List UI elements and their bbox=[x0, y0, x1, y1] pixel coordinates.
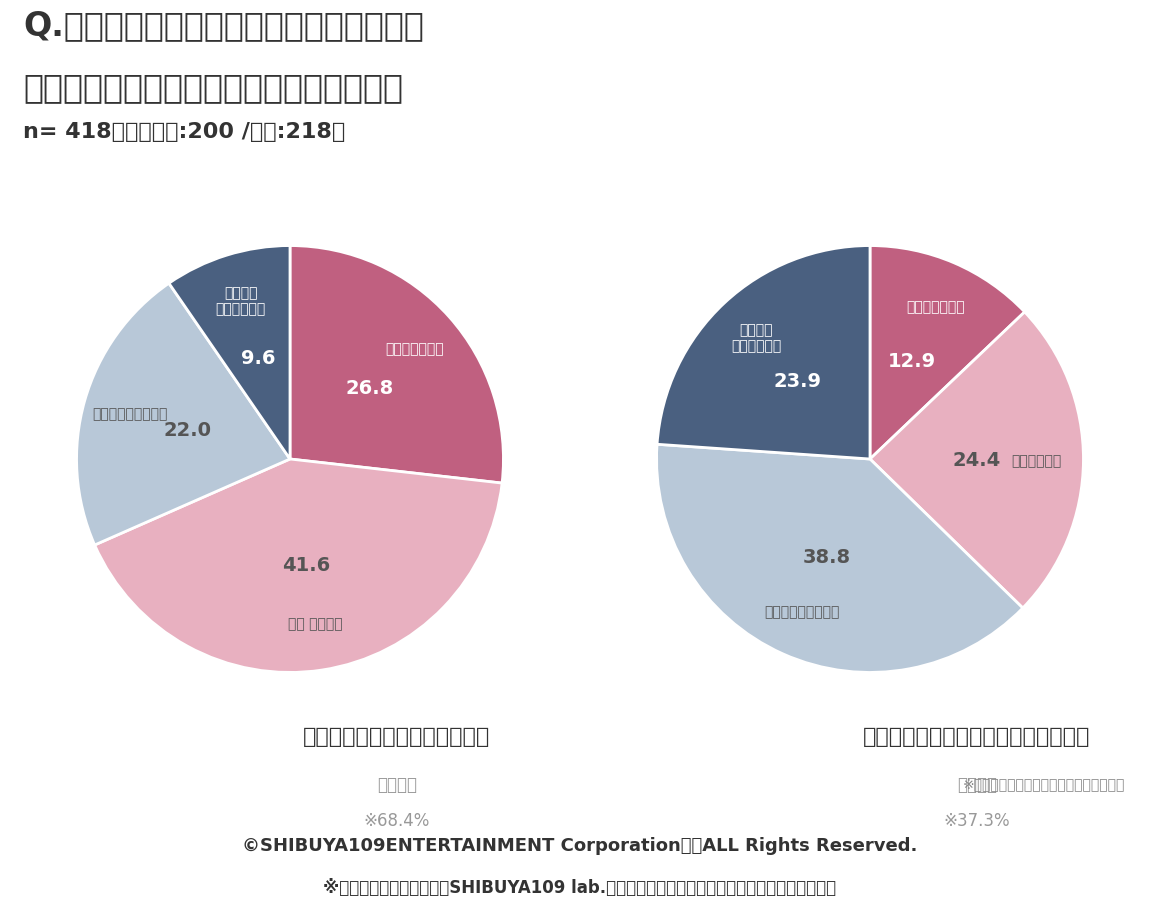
Text: ※「とてもそう思う」「ややそう思う」計: ※「とてもそう思う」「ややそう思う」計 bbox=[963, 777, 1125, 790]
Text: ※68.4%: ※68.4% bbox=[363, 811, 430, 829]
Wedge shape bbox=[290, 246, 503, 483]
Wedge shape bbox=[95, 460, 502, 673]
Wedge shape bbox=[870, 312, 1083, 608]
Wedge shape bbox=[657, 246, 870, 460]
Text: とてもそう思う: とてもそう思う bbox=[906, 300, 965, 313]
Text: とてもそう思う: とてもそう思う bbox=[385, 342, 443, 356]
Text: やや そう思う: やや そう思う bbox=[288, 617, 342, 631]
Text: 同世代の政治家が増えてほしい: 同世代の政治家が増えてほしい bbox=[303, 726, 491, 746]
Text: 22.0: 22.0 bbox=[164, 421, 211, 440]
Text: 12.9: 12.9 bbox=[889, 352, 936, 371]
Text: そう思う: そう思う bbox=[957, 775, 996, 793]
Text: 26.8: 26.8 bbox=[346, 379, 393, 398]
Text: まったく
そう思わない: まったく そう思わない bbox=[731, 323, 782, 353]
Text: あまりそう思わない: あまりそう思わない bbox=[764, 605, 840, 618]
Text: ©SHIBUYA109ENTERTAINMENT Corporation　　ALL Rights Reserved.: ©SHIBUYA109ENTERTAINMENT Corporation ALL… bbox=[242, 836, 918, 855]
Text: 被選挙権の年齢が引き下がってほしい: 被選挙権の年齢が引き下がってほしい bbox=[863, 726, 1090, 746]
Wedge shape bbox=[657, 445, 1023, 673]
Wedge shape bbox=[169, 246, 290, 460]
Text: ※ご使用の際は、出典元がSHIBUYA109 lab.である旨を明記くださいますようお願いいたします: ※ご使用の際は、出典元がSHIBUYA109 lab.である旨を明記くださいます… bbox=[324, 878, 836, 896]
Text: 24.4: 24.4 bbox=[952, 450, 1001, 470]
Text: n= 418　　（男性:200 /女性:218）: n= 418 （男性:200 /女性:218） bbox=[23, 121, 346, 142]
Text: ややそう思う: ややそう思う bbox=[1012, 454, 1061, 468]
Wedge shape bbox=[870, 246, 1024, 460]
Text: まったく
そう思わない: まったく そう思わない bbox=[216, 286, 266, 316]
Text: 38.8: 38.8 bbox=[803, 548, 850, 566]
Text: それぞれ教えてください。　（単一回答）: それぞれ教えてください。 （単一回答） bbox=[23, 71, 404, 104]
Text: 41.6: 41.6 bbox=[282, 555, 331, 574]
Text: ※37.3%: ※37.3% bbox=[943, 811, 1010, 829]
Text: 23.9: 23.9 bbox=[774, 372, 821, 391]
Text: そう思う: そう思う bbox=[377, 775, 416, 793]
Text: 9.6: 9.6 bbox=[241, 348, 276, 368]
Text: あまりそう思わない: あまりそう思わない bbox=[92, 407, 167, 421]
Text: Q.政治に関してあなたにあてはまる考えを: Q.政治に関してあなたにあてはまる考えを bbox=[23, 9, 425, 42]
Wedge shape bbox=[77, 284, 290, 545]
